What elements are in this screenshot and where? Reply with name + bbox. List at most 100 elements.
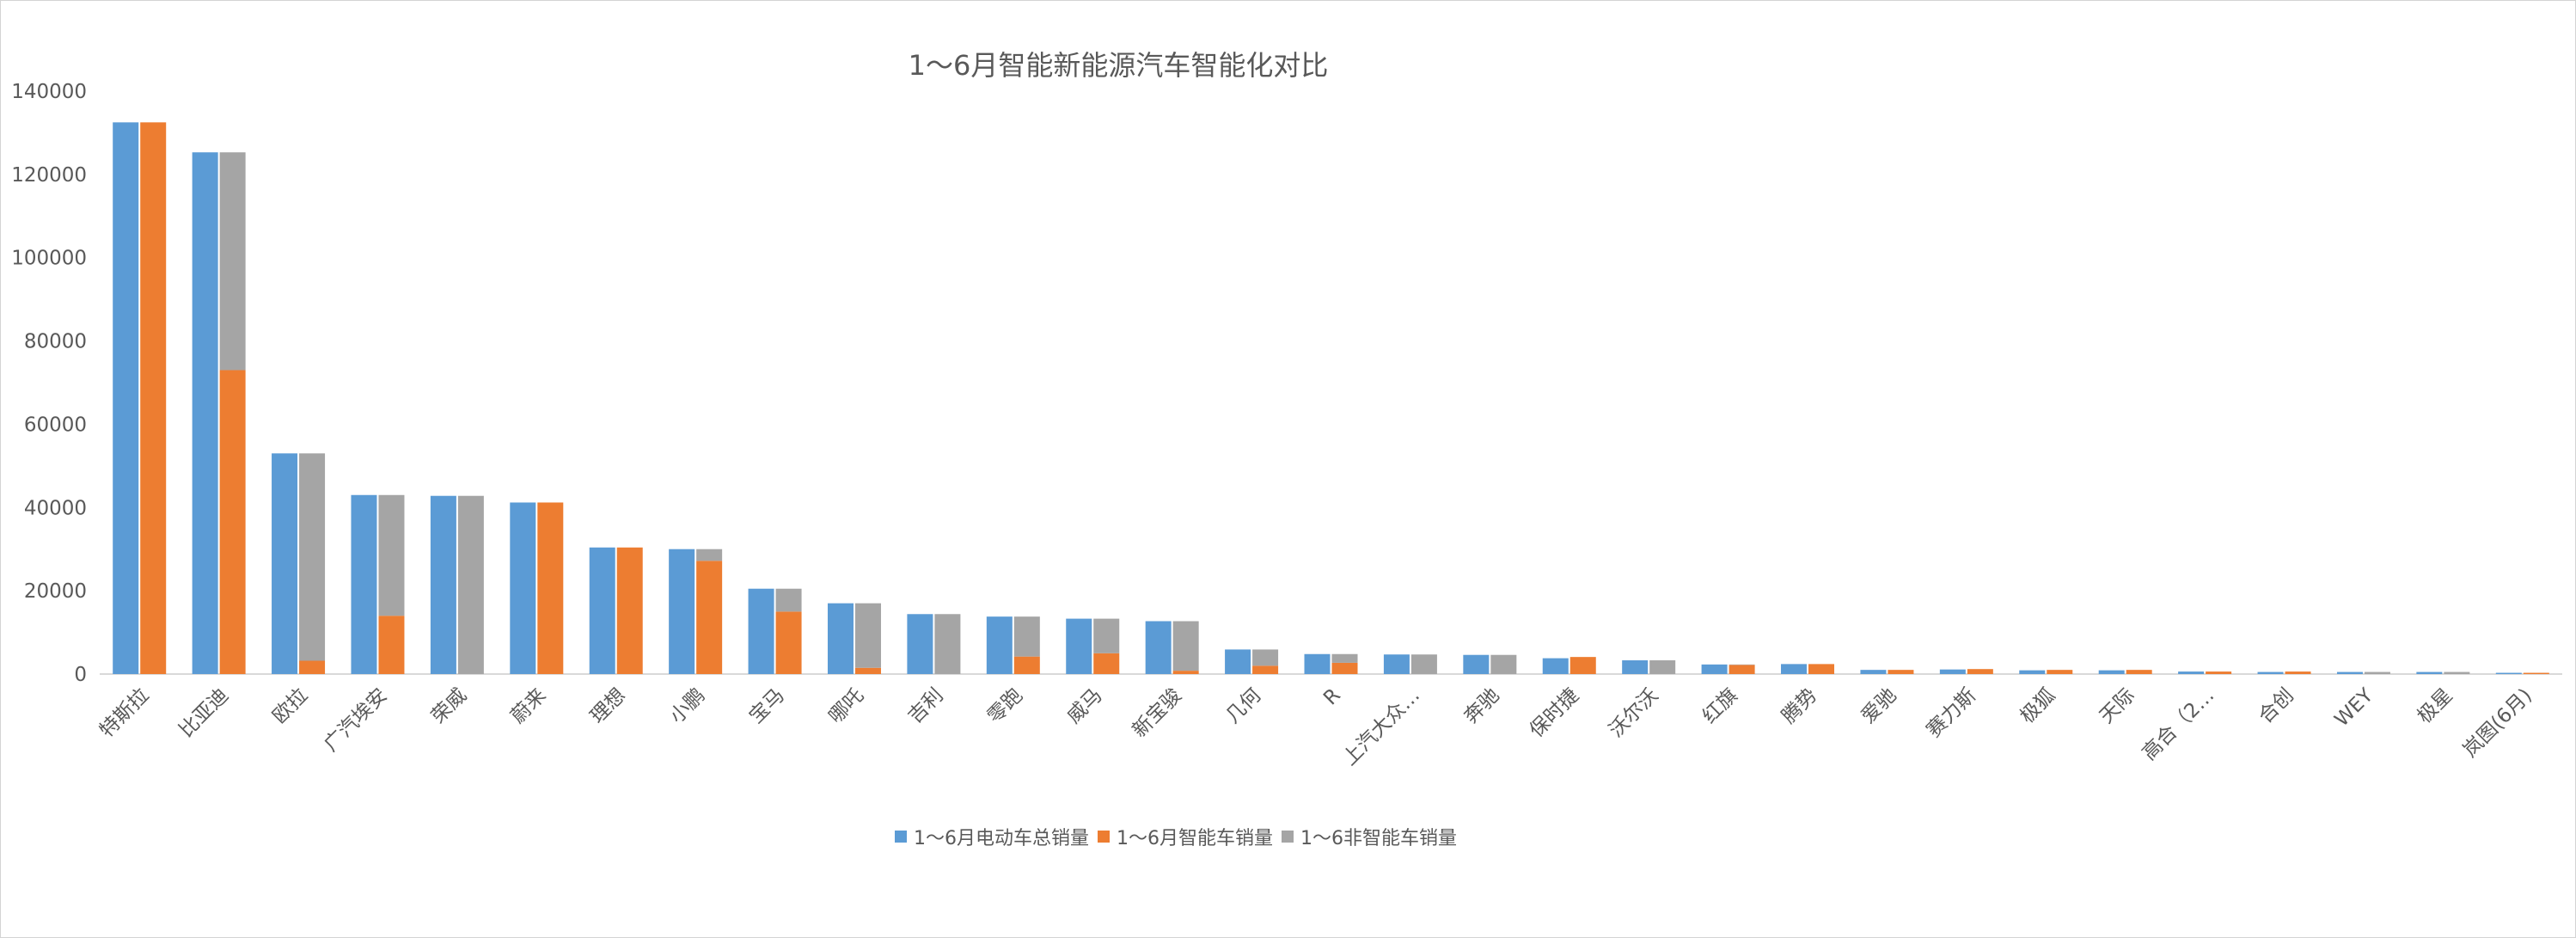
category-label: 比亚迪 [175, 684, 233, 742]
bar-smart [140, 122, 167, 675]
bar-non-smart [854, 603, 881, 668]
bar-total [1542, 658, 1569, 674]
bar-total [1622, 660, 1649, 674]
y-tick-label: 80000 [24, 331, 87, 353]
bar-non-smart [457, 495, 484, 674]
category-label: 零跑 [983, 684, 1027, 728]
bar-smart [2206, 671, 2232, 674]
bar-smart [1808, 664, 1835, 674]
y-tick-label: 60000 [24, 414, 87, 436]
bar-total [510, 502, 536, 674]
legend-swatch [1098, 831, 1110, 843]
category-label: R [1319, 684, 1345, 710]
y-tick-label: 0 [74, 664, 87, 686]
bar-smart [299, 660, 326, 674]
category-label: 高合（2… [2139, 684, 2219, 765]
bar-total [1145, 621, 1172, 674]
bar-non-smart [1172, 621, 1199, 671]
bar-smart [1331, 662, 1358, 674]
category-label: WEY [2331, 684, 2378, 731]
category-label: 威马 [1063, 684, 1107, 728]
bar-non-smart [219, 152, 246, 371]
bar-total [2178, 671, 2205, 674]
bar-total [1860, 670, 1887, 674]
bar-total [2336, 671, 2363, 674]
bar-total [1225, 649, 1251, 674]
chart-title: 1～6月智能新能源汽车智能化对比 [908, 49, 1329, 82]
category-label: 理想 [586, 684, 630, 728]
category-label: 吉利 [904, 684, 948, 728]
bar-non-smart [299, 453, 326, 661]
category-label: 天际 [2096, 684, 2139, 728]
bar-smart [2285, 671, 2311, 674]
bar-smart [854, 667, 881, 674]
legend-item: 1～6月电动车总销量 [895, 823, 1089, 850]
legend-item: 1～6非智能车销量 [1282, 823, 1457, 850]
bar-non-smart [1490, 654, 1517, 674]
bar-total [1066, 618, 1092, 674]
category-label: 广汽埃安 [320, 684, 391, 756]
bar-total [272, 453, 298, 674]
category-label: 保时捷 [1526, 684, 1583, 742]
bar-total [1304, 653, 1331, 674]
bar-smart [537, 502, 564, 674]
bar-total [1781, 664, 1808, 674]
category-label: 奔驰 [1460, 684, 1504, 728]
y-tick-label: 100000 [11, 248, 87, 270]
category-label: 合创 [2255, 684, 2298, 728]
category-label: 欧拉 [268, 684, 312, 728]
bar-total [2098, 670, 2125, 674]
bar-total [2019, 670, 2046, 674]
category-label: 荣威 [427, 684, 471, 728]
category-label: 爱驰 [1857, 684, 1901, 728]
y-tick-label: 140000 [11, 81, 87, 103]
bar-total [589, 547, 615, 674]
category-label: 极狐 [2016, 684, 2060, 728]
legend-label: 1～6月智能车销量 [1117, 828, 1273, 849]
bar-non-smart [696, 549, 723, 561]
bar-non-smart [1093, 618, 1120, 653]
bar-total [1701, 664, 1728, 674]
legend-swatch [1282, 831, 1294, 843]
bar-total [430, 495, 456, 674]
bar-total [351, 494, 377, 674]
bar-smart [1013, 656, 1040, 674]
bar-smart [2523, 672, 2549, 674]
bar-total [2495, 672, 2522, 674]
bar-smart [775, 611, 802, 674]
bar-smart [1729, 665, 1755, 674]
category-label: 上汽大众… [1338, 684, 1424, 770]
bar-smart [378, 616, 405, 674]
bar-total [113, 122, 139, 675]
bar-smart [219, 370, 246, 674]
bar-total [907, 614, 933, 674]
bar-total [1383, 654, 1410, 674]
bar-smart [2047, 670, 2073, 674]
bar-non-smart [1252, 649, 1279, 666]
bar-smart [1252, 665, 1279, 674]
category-label: 宝马 [745, 684, 789, 728]
bar-total [2416, 671, 2443, 674]
category-label: 小鹏 [665, 684, 709, 728]
bar-smart [696, 561, 723, 674]
bar-smart [1569, 657, 1596, 674]
category-label: 特斯拉 [95, 684, 153, 742]
bar-total [986, 616, 1013, 674]
bar-smart [1093, 653, 1120, 674]
y-tick-label: 20000 [24, 580, 87, 603]
bar-total [1939, 669, 1966, 674]
bar-smart [2126, 670, 2152, 674]
legend-item: 1～6月智能车销量 [1098, 823, 1273, 850]
category-label: 几何 [1221, 684, 1265, 728]
category-label: 红旗 [1698, 684, 1742, 728]
category-label: 新宝骏 [1129, 684, 1186, 742]
category-label: 蔚来 [507, 684, 551, 728]
bar-non-smart [2364, 671, 2390, 674]
bar-non-smart [1649, 660, 1676, 674]
bar-non-smart [1410, 654, 1437, 674]
bar-total [2257, 671, 2284, 674]
bar-non-smart [934, 614, 961, 674]
bar-total [669, 549, 695, 674]
